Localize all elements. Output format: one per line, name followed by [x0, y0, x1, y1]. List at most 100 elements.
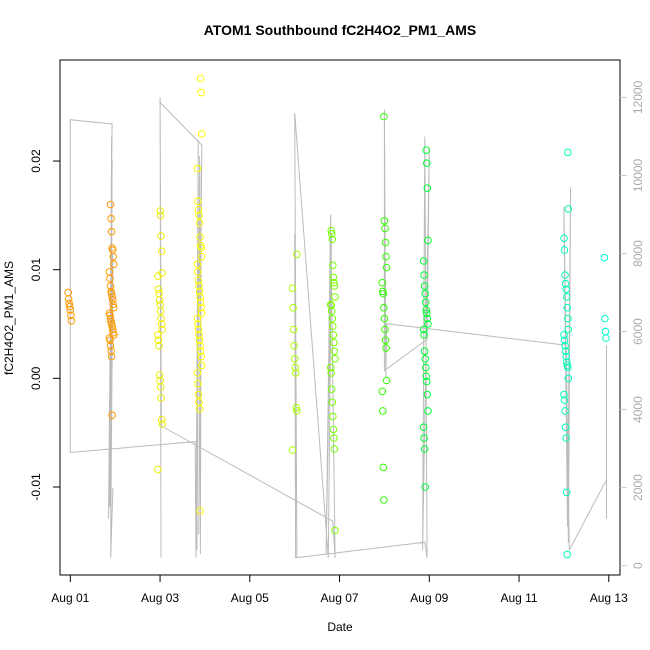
data-point	[421, 289, 430, 298]
data-point	[155, 371, 164, 379]
data-point	[195, 405, 204, 413]
data-point	[564, 148, 572, 157]
data-point	[423, 314, 432, 323]
chart-title: ATOM1 Southbound fC2H4O2_PM1_AMS	[204, 22, 477, 38]
data-point	[326, 363, 335, 372]
data-point	[329, 412, 337, 421]
data-point	[328, 314, 337, 323]
data-point	[330, 434, 338, 442]
data-point	[600, 253, 609, 262]
data-point	[194, 206, 203, 214]
data-point	[419, 325, 428, 334]
data-point	[107, 214, 115, 223]
data-point	[378, 387, 387, 396]
data-point	[380, 496, 388, 504]
data-point	[329, 261, 337, 270]
data-point	[157, 415, 166, 424]
data-point	[196, 233, 204, 241]
data-point	[423, 309, 431, 318]
data-point	[420, 347, 429, 356]
data-point	[562, 488, 571, 497]
data-point	[327, 369, 336, 377]
data-point	[421, 355, 430, 363]
y-axis-title: fC2H4O2_PM1_AMS	[2, 261, 16, 375]
data-point	[424, 236, 432, 245]
data-point	[421, 363, 430, 372]
data-point	[380, 217, 389, 225]
data-point	[290, 341, 298, 350]
data-point	[291, 363, 300, 372]
y-axis: -0.01 0.00 0.01 0.02	[29, 149, 61, 501]
data-point	[380, 112, 388, 121]
data-point	[108, 296, 117, 304]
series-group	[193, 74, 206, 515]
data-point	[561, 423, 570, 432]
data-point	[195, 219, 204, 227]
data-point	[293, 250, 301, 259]
y-tick-label: 0.00	[29, 366, 43, 390]
data-point	[561, 347, 570, 356]
data-point	[420, 434, 428, 442]
data-point	[560, 246, 569, 254]
data-point	[289, 325, 298, 334]
y2-tick-label: 8000	[631, 240, 645, 267]
data-point	[195, 331, 203, 339]
series-group	[105, 200, 118, 420]
series-group	[600, 253, 610, 342]
data-point	[67, 317, 76, 325]
data-point	[381, 224, 389, 233]
y2-tick-label: 4000	[631, 396, 645, 423]
data-point	[157, 314, 165, 323]
data-point	[327, 226, 336, 235]
data-point	[196, 298, 205, 307]
data-point	[422, 306, 431, 314]
data-point	[422, 372, 431, 381]
data-point	[106, 274, 114, 283]
data-point	[327, 385, 336, 394]
points-layer	[64, 74, 610, 559]
data-point	[381, 336, 390, 345]
data-point	[66, 306, 75, 314]
data-point	[421, 298, 430, 307]
data-point	[288, 446, 297, 454]
data-point	[66, 302, 74, 311]
data-point	[106, 336, 114, 345]
data-point	[110, 303, 118, 312]
series-group	[326, 226, 339, 535]
data-point	[194, 320, 202, 328]
data-point	[157, 394, 165, 402]
data-point	[289, 303, 297, 312]
data-point	[564, 325, 573, 334]
x-tick-label: Aug 07	[321, 591, 359, 605]
y2-tick-label: 0	[631, 562, 645, 569]
data-point	[381, 325, 389, 334]
data-point	[330, 445, 339, 453]
y2-tick-label: 6000	[631, 318, 645, 345]
data-point	[106, 341, 115, 350]
data-point	[196, 293, 204, 301]
series-group	[419, 146, 432, 491]
y2-tick-label: 12000	[631, 80, 645, 114]
data-point	[197, 130, 206, 138]
data-point	[154, 331, 162, 339]
data-point	[193, 369, 202, 377]
data-point	[157, 232, 165, 240]
data-point	[197, 309, 206, 318]
data-point	[420, 331, 428, 339]
data-point	[328, 235, 337, 244]
data-point	[423, 184, 432, 192]
data-point	[156, 383, 165, 391]
data-point	[419, 257, 428, 265]
data-point	[158, 325, 166, 334]
data-point	[563, 303, 572, 312]
data-point	[67, 311, 75, 320]
data-point	[194, 276, 203, 285]
data-point	[107, 347, 115, 356]
data-point	[197, 361, 206, 370]
data-point	[560, 336, 569, 345]
data-point	[109, 252, 117, 261]
data-point	[154, 465, 162, 474]
data-point	[601, 314, 609, 323]
data-point	[327, 307, 336, 315]
